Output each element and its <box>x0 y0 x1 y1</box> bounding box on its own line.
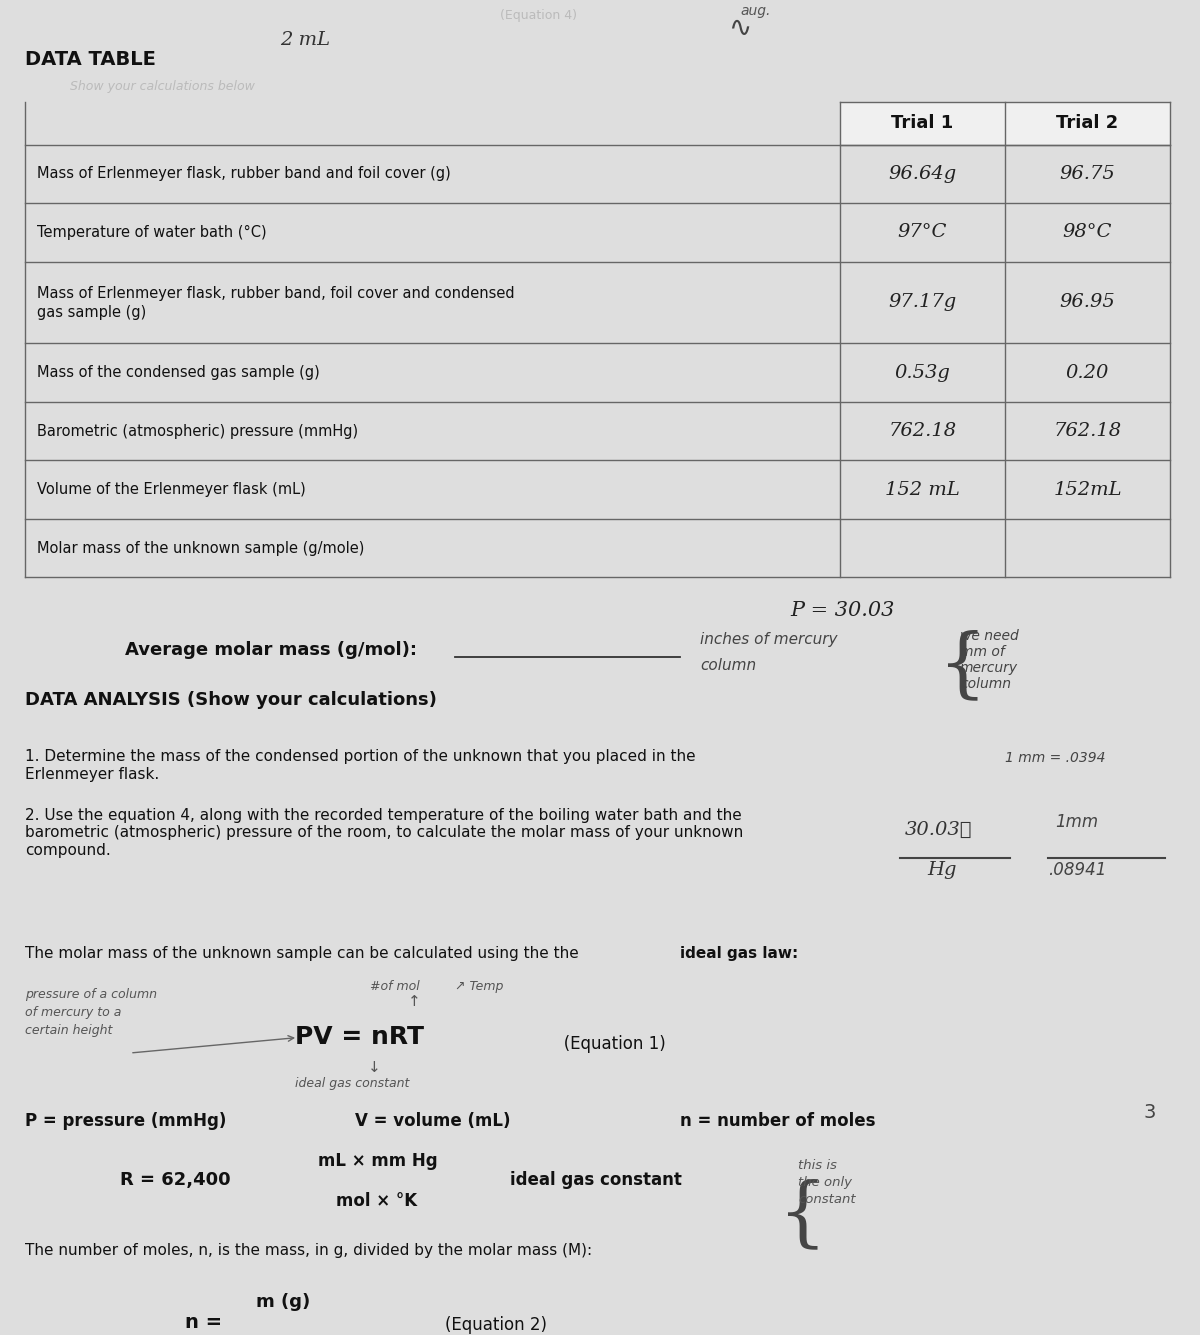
Text: PV = nRT: PV = nRT <box>295 1025 424 1049</box>
Text: ideal gas law:: ideal gas law: <box>680 947 798 961</box>
Text: Show your calculations below: Show your calculations below <box>70 80 254 93</box>
Text: 762.18: 762.18 <box>888 422 956 441</box>
Text: ↗ Temp: ↗ Temp <box>455 980 503 993</box>
Text: Average molar mass (g/mol):: Average molar mass (g/mol): <box>125 641 418 658</box>
Text: mol × °K: mol × °K <box>336 1192 418 1210</box>
Text: 1mm: 1mm <box>1055 813 1098 830</box>
Text: mL × mm Hg: mL × mm Hg <box>318 1152 438 1169</box>
Text: pressure of a column
of mercury to a
certain height: pressure of a column of mercury to a cer… <box>25 988 157 1037</box>
Text: ↓: ↓ <box>368 1060 380 1075</box>
Text: Trial 1: Trial 1 <box>892 113 954 132</box>
Text: DATA TABLE: DATA TABLE <box>25 49 156 68</box>
Text: Molar mass of the unknown sample (g/mole): Molar mass of the unknown sample (g/mole… <box>37 541 365 555</box>
Bar <box>840 101 1170 144</box>
Text: P = pressure (mmHg): P = pressure (mmHg) <box>25 1112 227 1131</box>
Text: Mass of the condensed gas sample (g): Mass of the condensed gas sample (g) <box>37 364 319 380</box>
Text: 0.53g: 0.53g <box>894 363 950 382</box>
Text: Mass of Erlenmeyer flask, rubber band and foil cover (g): Mass of Erlenmeyer flask, rubber band an… <box>37 167 451 182</box>
Text: 96.75: 96.75 <box>1060 164 1115 183</box>
Text: Mass of Erlenmeyer flask, rubber band, foil cover and condensed: Mass of Erlenmeyer flask, rubber band, f… <box>37 286 515 302</box>
Text: ↑: ↑ <box>408 993 421 1009</box>
Text: .08941: .08941 <box>1048 861 1106 878</box>
Text: 98°C: 98°C <box>1063 223 1112 242</box>
Text: DATA ANALYSIS (Show your calculations): DATA ANALYSIS (Show your calculations) <box>25 690 437 709</box>
Text: n = number of moles: n = number of moles <box>680 1112 876 1131</box>
Text: Temperature of water bath (°C): Temperature of water bath (°C) <box>37 224 266 240</box>
Text: we need
mm of
mercury
column: we need mm of mercury column <box>960 629 1019 692</box>
Text: 0.20: 0.20 <box>1066 363 1109 382</box>
Text: ∿: ∿ <box>728 15 751 43</box>
Text: }: } <box>760 1175 809 1248</box>
Text: R = 62,400: R = 62,400 <box>120 1171 230 1188</box>
Text: #of mol: #of mol <box>370 980 420 993</box>
Text: n =: n = <box>185 1314 222 1332</box>
Text: Trial 2: Trial 2 <box>1056 113 1118 132</box>
Text: ideal gas constant: ideal gas constant <box>295 1077 409 1091</box>
Text: 96.64g: 96.64g <box>888 164 956 183</box>
Text: 97°C: 97°C <box>898 223 947 242</box>
Text: 152 mL: 152 mL <box>886 481 960 498</box>
Text: Hg: Hg <box>928 861 956 878</box>
Text: 152mL: 152mL <box>1054 481 1122 498</box>
Text: this is
the only
constant: this is the only constant <box>798 1159 856 1206</box>
Text: 2. Use the equation 4, along with the recorded temperature of the boiling water : 2. Use the equation 4, along with the re… <box>25 808 743 857</box>
Text: m (g): m (g) <box>256 1292 311 1311</box>
Text: 2 mL: 2 mL <box>280 31 330 49</box>
Text: Barometric (atmospheric) pressure (mmHg): Barometric (atmospheric) pressure (mmHg) <box>37 423 358 438</box>
Text: 1. Determine the mass of the condensed portion of the unknown that you placed in: 1. Determine the mass of the condensed p… <box>25 749 696 782</box>
Text: (Equation 1): (Equation 1) <box>548 1036 666 1053</box>
Text: The number of moles, n, is the mass, in g, divided by the molar mass (M):: The number of moles, n, is the mass, in … <box>25 1243 592 1258</box>
Text: V = volume (mL): V = volume (mL) <box>355 1112 510 1131</box>
Text: (Equation 2): (Equation 2) <box>445 1316 547 1334</box>
Text: The molar mass of the unknown sample can be calculated using the the: The molar mass of the unknown sample can… <box>25 947 578 961</box>
Text: P = 30.03: P = 30.03 <box>790 601 894 619</box>
Text: ideal gas constant: ideal gas constant <box>510 1171 682 1188</box>
Text: (Equation 4): (Equation 4) <box>500 9 577 21</box>
Text: 97.17g: 97.17g <box>888 294 956 311</box>
Text: gas sample (g): gas sample (g) <box>37 306 146 320</box>
Text: Volume of the Erlenmeyer flask (mL): Volume of the Erlenmeyer flask (mL) <box>37 482 306 497</box>
Text: column: column <box>700 658 756 673</box>
Text: 3: 3 <box>1144 1104 1156 1123</box>
Text: 762.18: 762.18 <box>1054 422 1122 441</box>
Text: 30.03℀: 30.03℀ <box>905 821 972 840</box>
Text: aug.: aug. <box>740 4 770 19</box>
Text: }: } <box>920 625 968 698</box>
Text: 96.95: 96.95 <box>1060 294 1115 311</box>
Text: 1 mm = .0394: 1 mm = .0394 <box>1006 752 1105 765</box>
Text: inches of mercury: inches of mercury <box>700 633 838 647</box>
